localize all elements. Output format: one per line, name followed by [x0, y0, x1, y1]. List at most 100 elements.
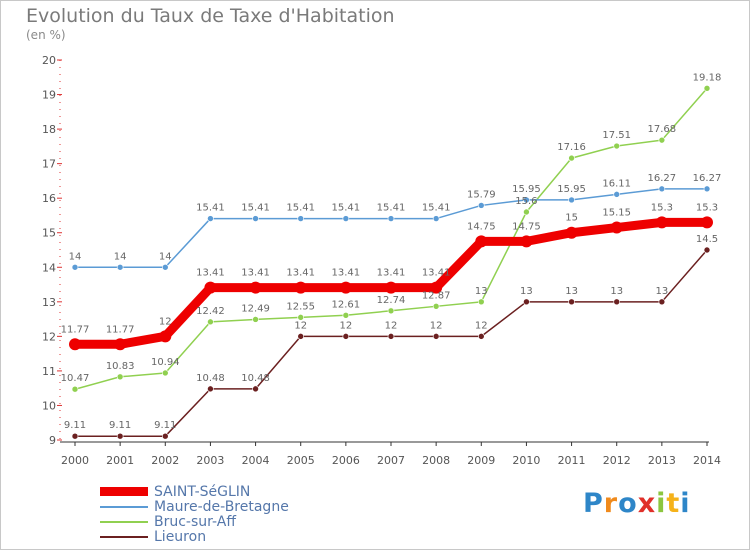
data-label: 9.11 [109, 420, 131, 431]
data-label: 14.75 [467, 221, 496, 232]
data-label: 15.3 [696, 202, 718, 213]
data-label: 15.95 [512, 184, 541, 195]
data-label: 12 [339, 320, 352, 331]
data-point [701, 216, 713, 229]
data-point [116, 263, 124, 271]
data-label: 12 [475, 320, 488, 331]
data-point [207, 385, 214, 393]
x-tick-label: 2002 [151, 454, 179, 467]
data-point [613, 142, 621, 150]
data-label: 16.11 [602, 178, 631, 189]
data-point [294, 281, 307, 294]
legend-item-maure-de-bretagne: Maure-de-Bretagne [100, 498, 289, 515]
y-tick-label: 10 [42, 399, 56, 412]
data-point [658, 185, 666, 193]
data-label: 19.18 [693, 72, 722, 83]
data-point [523, 208, 530, 216]
x-tick-label: 2014 [693, 454, 721, 467]
data-point [71, 263, 79, 271]
data-label: 15.41 [422, 203, 451, 214]
data-label: 15.41 [377, 203, 406, 214]
legend-item-saint-seglin: SAINT-SéGLIN [100, 483, 289, 500]
data-point [116, 373, 124, 381]
data-point [159, 330, 172, 343]
data-label: 9.11 [154, 420, 176, 431]
data-point [520, 235, 533, 248]
data-point [252, 215, 259, 222]
data-label: 13 [565, 286, 578, 297]
data-point [475, 235, 488, 248]
legend-label: Bruc-sur-Aff [154, 513, 236, 530]
data-point [568, 196, 575, 204]
data-label: 13.41 [332, 268, 361, 279]
y-tick-label: 13 [42, 296, 56, 309]
data-point [387, 333, 395, 340]
data-label: 13 [655, 286, 668, 297]
data-label: 10.48 [196, 373, 225, 384]
x-tick-label: 2009 [467, 454, 495, 467]
data-point [658, 298, 666, 306]
x-tick-label: 2008 [422, 454, 450, 467]
data-point [342, 333, 350, 340]
data-point [703, 185, 711, 193]
data-point [432, 333, 440, 340]
data-point [249, 281, 262, 294]
data-label: 13 [520, 286, 533, 297]
data-point [565, 226, 578, 239]
data-point [613, 298, 621, 306]
data-point [207, 318, 214, 326]
data-point [71, 385, 79, 393]
data-point [387, 215, 395, 222]
x-tick-label: 2001 [106, 454, 134, 467]
data-label: 13.41 [286, 268, 315, 279]
data-label: 12.55 [286, 301, 315, 312]
y-tick-label: 9 [49, 434, 56, 447]
data-point [116, 432, 124, 440]
data-label: 12 [294, 320, 307, 331]
data-label: 14.5 [696, 234, 718, 245]
data-point [430, 281, 443, 294]
data-point [161, 369, 169, 377]
data-point [568, 154, 575, 162]
data-label: 14.75 [512, 221, 541, 232]
data-label: 12.74 [377, 295, 406, 306]
data-label: 15.41 [332, 203, 361, 214]
x-tick-label: 2013 [648, 454, 676, 467]
data-label: 16.27 [648, 173, 677, 184]
legend-swatch [100, 535, 148, 538]
legend-item-lieuron: Lieuron [100, 529, 289, 545]
data-label: 17.51 [602, 130, 631, 141]
y-tick-label: 12 [42, 330, 56, 343]
legend-swatch [100, 487, 148, 496]
legend-label: SAINT-SéGLIN [154, 483, 251, 500]
data-point [477, 333, 485, 340]
x-tick-label: 2005 [287, 454, 315, 467]
data-point [339, 281, 352, 294]
data-label: 15.3 [651, 202, 673, 213]
data-point [342, 215, 350, 222]
x-tick-label: 2011 [558, 454, 586, 467]
legend-swatch [100, 505, 148, 508]
data-label: 10.48 [241, 373, 270, 384]
data-point [342, 311, 350, 319]
data-point [207, 215, 214, 222]
data-point [703, 85, 711, 92]
data-label: 15.41 [286, 203, 315, 214]
y-tick-label: 11 [42, 365, 56, 378]
data-label: 13 [610, 286, 623, 297]
data-point [297, 333, 305, 340]
data-point [432, 215, 440, 222]
data-point [703, 246, 711, 254]
data-label: 14 [69, 251, 82, 262]
y-tick-label: 19 [42, 89, 56, 102]
y-tick-label: 15 [42, 227, 56, 240]
y-tick-label: 20 [42, 54, 56, 67]
data-label: 14 [159, 251, 172, 262]
data-label: 15.15 [602, 208, 631, 219]
legend: SAINT-SéGLIN Maure-de-Bretagne Bruc-sur-… [100, 483, 289, 545]
data-label: 12.87 [422, 290, 451, 301]
data-point [385, 281, 397, 294]
legend-label: Maure-de-Bretagne [154, 498, 289, 515]
data-point [114, 338, 127, 351]
data-point [610, 221, 623, 234]
